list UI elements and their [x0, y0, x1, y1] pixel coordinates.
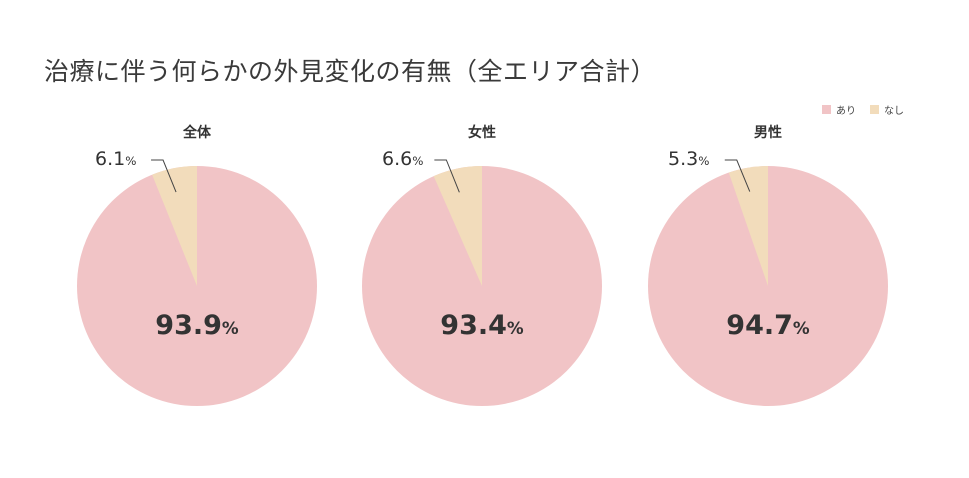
legend-item-ari: あり — [822, 102, 856, 117]
nashi-value-label: 5.3% — [668, 148, 710, 170]
legend-label-nashi: なし — [884, 106, 904, 117]
slice-nashi — [728, 166, 768, 286]
legend-swatch-nashi — [870, 105, 879, 114]
ari-value-label: 93.4% — [440, 310, 524, 341]
pie-title: 男性 — [754, 125, 782, 141]
slice-nashi — [433, 166, 482, 286]
pie-chart-overall: 全体 6.1% 93.9% — [77, 120, 337, 420]
pie-title: 全体 — [183, 125, 211, 141]
legend-label-ari: あり — [836, 106, 856, 117]
pie-title: 女性 — [468, 125, 496, 141]
nashi-value-label: 6.6% — [382, 148, 424, 170]
chart-title: 治療に伴う何らかの外見変化の有無（全エリア合計） — [44, 57, 657, 86]
slice-nashi — [152, 166, 197, 286]
legend: あり なし — [822, 102, 904, 117]
pie-graphic — [362, 159, 602, 406]
legend-swatch-ari — [822, 105, 831, 114]
pie-chart-female: 女性 6.6% 93.4% — [362, 120, 622, 420]
pie-graphic — [77, 159, 317, 406]
nashi-value-label: 6.1% — [95, 148, 137, 170]
ari-value-label: 94.7% — [726, 310, 810, 341]
leader-line — [724, 159, 751, 192]
pie-chart-male: 男性 5.3% 94.7% — [648, 120, 908, 420]
ari-value-label: 93.9% — [155, 310, 239, 341]
pie-graphic — [648, 159, 888, 406]
legend-item-nashi: なし — [870, 102, 904, 117]
leader-line — [434, 159, 460, 193]
leader-line — [151, 159, 177, 193]
